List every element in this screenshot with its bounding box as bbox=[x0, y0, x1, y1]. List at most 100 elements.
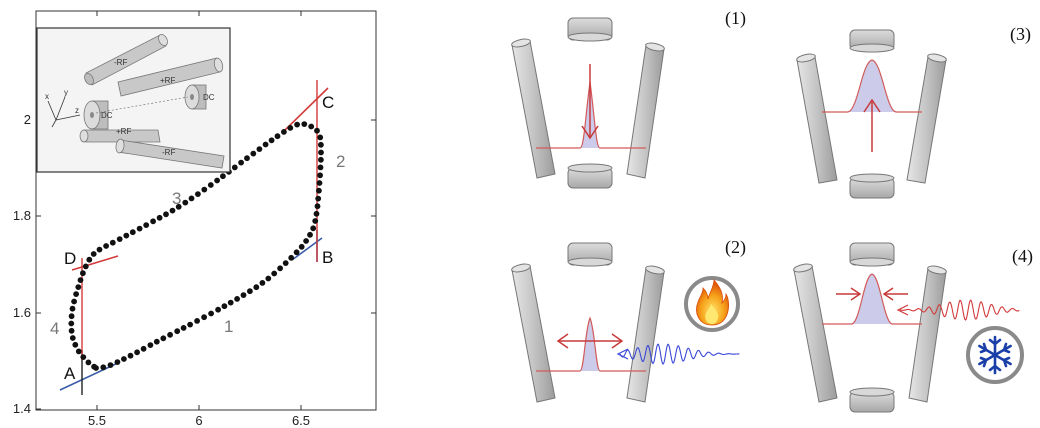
cycle-data-point bbox=[69, 305, 76, 312]
cycle-data-point bbox=[234, 296, 241, 302]
rf-rod-left bbox=[796, 53, 838, 184]
cycle-data-point bbox=[240, 292, 247, 298]
cycle-data-point bbox=[116, 236, 123, 243]
panel-label-3: (3) bbox=[1010, 24, 1031, 45]
cycle-data-point bbox=[77, 277, 84, 283]
cycle-data-point bbox=[315, 195, 322, 202]
cycle-data-point bbox=[71, 298, 77, 305]
cycle-data-point bbox=[313, 210, 320, 217]
inset-label-dc-right: DC bbox=[203, 93, 215, 102]
cycle-data-point bbox=[288, 254, 295, 261]
cycle-data-point bbox=[96, 246, 103, 253]
wavepacket bbox=[822, 273, 922, 325]
cycle-data-point bbox=[153, 338, 160, 345]
cycle-data-point bbox=[121, 356, 127, 362]
cycle-data-point bbox=[318, 149, 324, 156]
cycle-data-point bbox=[201, 314, 208, 321]
cycle-data-point bbox=[316, 187, 322, 194]
cycle-data-point bbox=[69, 335, 76, 341]
cycle-data-point bbox=[194, 318, 201, 324]
inset-label-minus-rf-top: -RF bbox=[114, 58, 127, 67]
cycle-data-point bbox=[220, 173, 226, 180]
cycle-data-point bbox=[90, 251, 97, 257]
cycle-data-point bbox=[156, 214, 163, 221]
cycle-data-point bbox=[167, 331, 174, 338]
cycle-data-point bbox=[318, 156, 324, 163]
trap-axis bbox=[95, 96, 189, 114]
cycle-data-point bbox=[308, 123, 315, 130]
cycle-data-point bbox=[287, 125, 294, 131]
wavepacket bbox=[536, 81, 646, 149]
panel-label-4: (4) bbox=[1012, 246, 1033, 267]
heating-spread-arrow bbox=[556, 333, 624, 349]
cycle-data-point bbox=[238, 159, 245, 166]
panel-label-2: (2) bbox=[725, 237, 746, 258]
cycle-data-point bbox=[312, 218, 319, 224]
cycle-data-point bbox=[256, 146, 263, 153]
cycle-data-point bbox=[129, 229, 136, 236]
wavepacket bbox=[536, 316, 646, 372]
x-tick-label: 6 bbox=[195, 413, 202, 428]
panel-1: (1) bbox=[511, 8, 746, 189]
rf-rod-bottom-minus bbox=[115, 138, 225, 169]
line-c-red bbox=[284, 87, 329, 131]
cycle-data-point bbox=[123, 232, 130, 239]
cycle-data-point bbox=[259, 280, 266, 286]
dc-disk-right bbox=[184, 84, 207, 110]
cycle-data-point bbox=[73, 291, 79, 297]
cycle-data-point bbox=[231, 164, 238, 171]
cycle-data-point bbox=[317, 134, 324, 141]
rf-rod-right bbox=[906, 53, 947, 184]
inset-label-minus-rf-bottom: -RF bbox=[162, 148, 175, 157]
inset-label-plus-rf-top: +RF bbox=[160, 76, 175, 85]
cycle-data-point bbox=[301, 121, 308, 127]
cycle-data-point bbox=[250, 150, 257, 157]
cycle-data-point bbox=[150, 218, 157, 225]
x-axis: 5.5 6 6.5 bbox=[88, 11, 310, 428]
expand-arrow bbox=[863, 98, 881, 152]
trap-inset: -RF +RF +RF -RF bbox=[36, 27, 231, 173]
cycle-data-point bbox=[282, 260, 289, 266]
endcap-top bbox=[849, 29, 895, 53]
cycle-data-point bbox=[262, 141, 269, 148]
cycle-data-point bbox=[318, 141, 324, 148]
inset-label-plus-rf-bottom: +RF bbox=[116, 127, 131, 136]
cycle-data-point bbox=[68, 313, 75, 320]
coordinate-axes-icon bbox=[47, 96, 81, 128]
cycle-data-point bbox=[143, 222, 150, 229]
inset-label-axis-y: y bbox=[64, 88, 68, 97]
cycle-data-point bbox=[180, 325, 187, 331]
snowflake-icon bbox=[966, 326, 1024, 384]
cycle-data-point bbox=[134, 349, 141, 356]
cycle-data-point bbox=[271, 270, 278, 277]
endcap-bottom bbox=[849, 173, 895, 199]
cycle-data-point bbox=[127, 352, 134, 359]
endcap-top bbox=[567, 17, 613, 42]
x-tick-label: 6.5 bbox=[292, 413, 310, 428]
corner-label-b: B bbox=[322, 248, 333, 267]
cycle-data-point bbox=[109, 239, 116, 246]
cycle-data-point bbox=[91, 363, 97, 370]
rf-rod-right bbox=[626, 42, 665, 179]
cooling-laser-wave bbox=[896, 299, 1020, 321]
cycle-data-point bbox=[298, 243, 305, 250]
cycle-data-point bbox=[147, 342, 154, 348]
endcap-bottom bbox=[849, 387, 895, 413]
cycle-data-point bbox=[80, 270, 86, 277]
cycle-data-point bbox=[293, 249, 300, 256]
stroke-label-3: 3 bbox=[172, 189, 181, 208]
heating-laser-wave bbox=[616, 343, 740, 365]
cycle-data-point bbox=[169, 207, 176, 214]
cycle-data-point bbox=[253, 284, 260, 291]
cycle-data-point bbox=[175, 203, 182, 210]
rf-rod-left bbox=[511, 263, 556, 403]
panel-2: (2) bbox=[511, 237, 746, 403]
cycle-data-point bbox=[86, 256, 93, 263]
endcap-top bbox=[849, 242, 895, 267]
stroke-label-2: 2 bbox=[336, 152, 345, 171]
cycle-data-point bbox=[221, 303, 228, 310]
cycle-data-point bbox=[174, 328, 181, 335]
cycle-data-point bbox=[195, 191, 201, 198]
rf-rod-right bbox=[908, 265, 947, 403]
cycle-data-point bbox=[244, 155, 250, 162]
